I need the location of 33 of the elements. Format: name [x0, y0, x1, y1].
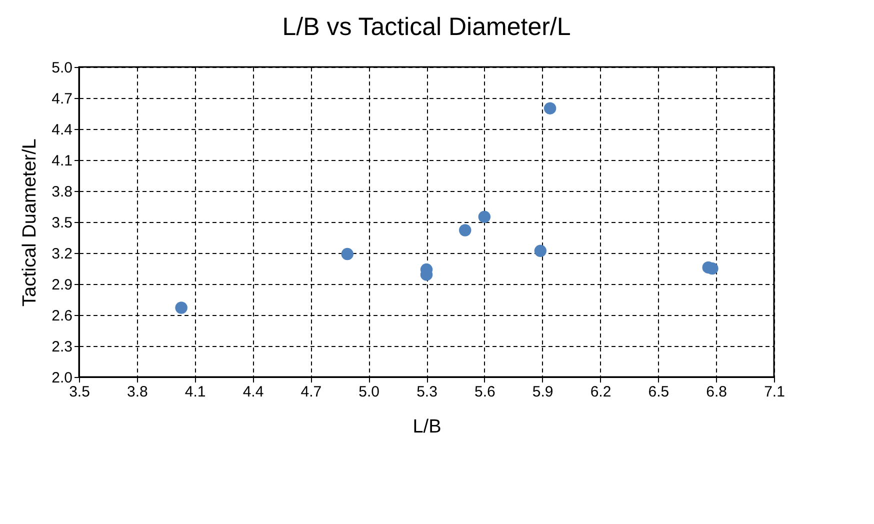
x-tick-label: 6.8 [706, 384, 728, 400]
x-tick-label: 5.9 [532, 384, 554, 400]
point [534, 244, 547, 258]
y-tick-label: 4.7 [52, 90, 72, 108]
x-tick-label: 7.1 [764, 384, 785, 400]
y-tick-label: 2.9 [52, 276, 72, 294]
x-tick-label: 6.2 [590, 384, 612, 400]
y-axis-title: Tactical Duameter/L [20, 138, 41, 306]
x-tick-label: 4.4 [242, 384, 264, 400]
point [458, 224, 472, 236]
x-tick-label: 4.7 [300, 384, 322, 400]
y-tick-label: 3.8 [52, 184, 72, 200]
point [341, 248, 354, 260]
x-tick-label: 5.3 [416, 384, 438, 400]
y-tick-label: 3.2 [52, 246, 72, 262]
x-tick-label: 3.5 [69, 384, 90, 400]
chart-title: L/B vs Tactical Diameter/L [282, 13, 571, 41]
x-tick-label: 3.8 [126, 384, 148, 400]
y-tick-label: 2.3 [52, 338, 72, 356]
y-tick-label: 2.6 [52, 308, 72, 324]
x-tick-label: 5.0 [358, 384, 380, 400]
y-tick-label: 5.0 [52, 60, 72, 76]
point [544, 102, 556, 114]
y-tick-label: 2.0 [52, 370, 72, 386]
x-tick-label: 5.6 [474, 384, 496, 400]
y-tick-label: 3.5 [52, 214, 72, 232]
y-tick-label: 4.1 [52, 152, 72, 170]
point [175, 302, 188, 314]
x-axis-title: L/B [412, 416, 442, 438]
point [478, 210, 491, 223]
x-tick-label: 6.5 [648, 384, 670, 400]
x-tick-label: 4.1 [184, 384, 206, 400]
y-tick-label: 4.4 [52, 122, 72, 138]
